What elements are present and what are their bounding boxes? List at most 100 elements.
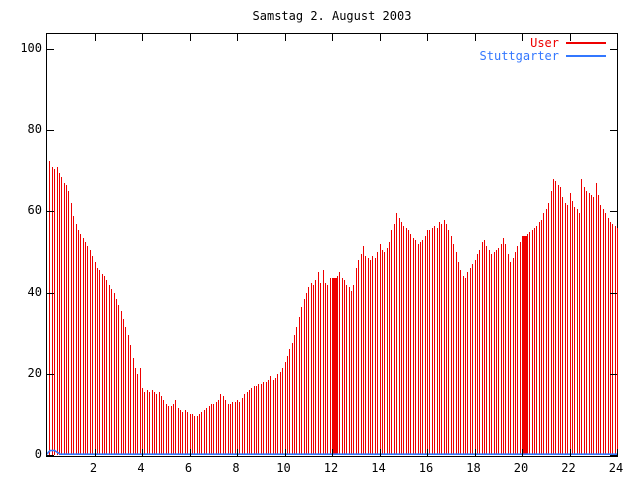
x-tick-label: 4 [137, 461, 145, 475]
impulse-bar [85, 241, 86, 455]
impulse-bar [600, 205, 602, 455]
impulse-bar [517, 245, 519, 455]
impulse-bar [415, 239, 417, 455]
impulse-bar [139, 367, 141, 455]
impulse-bar [294, 335, 295, 455]
impulse-bar [536, 225, 538, 455]
impulse-bar [576, 209, 578, 455]
impulse-bar [529, 231, 531, 455]
y-tick [610, 211, 617, 213]
impulse-bar [593, 197, 595, 455]
impulse-bar [237, 400, 238, 455]
impulse-bar [617, 227, 618, 455]
impulse-bar [488, 250, 490, 455]
impulse-bar [156, 394, 158, 455]
impulse-bar [182, 412, 184, 455]
impulse-bar [244, 394, 246, 455]
impulse-bar [251, 388, 253, 455]
impulse-bar [310, 282, 312, 455]
impulse-bar [277, 373, 279, 455]
legend-item-stuttgarter: Stuttgarter [480, 50, 606, 62]
impulse-bar [99, 270, 101, 455]
impulse-bar [248, 390, 250, 455]
y-tick [47, 130, 54, 132]
impulse-bar [393, 223, 395, 455]
impulse-bar [94, 262, 96, 455]
impulse-bar [317, 272, 319, 455]
impulse-bar [336, 278, 338, 455]
impulse-bar [495, 250, 497, 455]
impulse-bar [486, 245, 488, 455]
impulse-bar [327, 284, 329, 455]
impulse-bar [184, 410, 186, 455]
x-tick-label: 16 [418, 461, 434, 475]
y-tick [610, 49, 617, 50]
impulse-bar [410, 233, 412, 455]
impulse-bar [453, 243, 455, 455]
impulse-bar [609, 221, 611, 455]
impulse-bar [132, 357, 134, 455]
impulse-bar [296, 327, 298, 455]
impulse-bar [405, 227, 407, 455]
impulse-bar [177, 408, 179, 455]
impulse-bar [241, 398, 243, 455]
impulse-bar [465, 278, 466, 455]
impulse-bar [163, 400, 165, 455]
impulse-bar [595, 183, 597, 455]
impulse-bar [370, 260, 371, 455]
impulse-bar [562, 197, 564, 455]
impulse-bar [381, 250, 383, 455]
impulse-bar [422, 239, 424, 455]
impulse-bar [545, 209, 547, 455]
impulse-bar [108, 284, 110, 455]
impulse-bar [533, 227, 535, 455]
impulse-bar [175, 400, 177, 455]
impulse-bar [343, 280, 345, 455]
y-tick [47, 49, 54, 50]
x-tick [379, 34, 381, 41]
impulse-bar [567, 205, 569, 455]
impulse-bar [557, 185, 559, 455]
impulse-bar [282, 367, 284, 455]
impulse-bar [125, 327, 127, 455]
impulse-bar [58, 172, 60, 455]
impulse-bar [552, 178, 554, 455]
impulse-bar [462, 276, 464, 455]
x-tick [237, 449, 238, 456]
x-tick [522, 449, 523, 456]
impulse-bar [66, 185, 67, 455]
impulse-bar [286, 355, 288, 455]
impulse-bar [56, 166, 58, 455]
impulse-bar [441, 223, 443, 455]
impulse-bar [427, 229, 428, 455]
x-tick [237, 34, 238, 41]
impulse-bar [82, 237, 84, 455]
impulse-bar [419, 241, 421, 455]
impulse-bar [602, 209, 604, 455]
impulse-bar [379, 243, 381, 455]
x-tick [94, 34, 96, 41]
impulse-bar [332, 278, 334, 455]
impulse-bar [80, 233, 82, 455]
impulse-bar [289, 349, 291, 455]
impulse-bar [54, 168, 56, 455]
impulse-bar [75, 223, 77, 455]
impulse-bar [51, 166, 53, 455]
impulse-bar [263, 381, 265, 455]
impulse-bar [522, 235, 524, 455]
impulse-bar [256, 386, 257, 455]
impulse-bar [586, 191, 588, 455]
impulse-bar [438, 221, 440, 455]
impulse-bar [479, 250, 481, 455]
impulse-bar [220, 394, 222, 455]
impulse-bar [199, 414, 200, 455]
impulse-bar [170, 406, 172, 455]
legend-item-user: User [480, 37, 606, 49]
legend: User Stuttgarter [480, 37, 606, 63]
impulse-bar [398, 217, 400, 455]
impulse-bar [153, 392, 155, 455]
impulse-bar [246, 392, 248, 455]
impulse-bar [339, 272, 341, 455]
impulse-bar [555, 181, 557, 455]
legend-line-sample-stuttgarter [566, 55, 606, 57]
